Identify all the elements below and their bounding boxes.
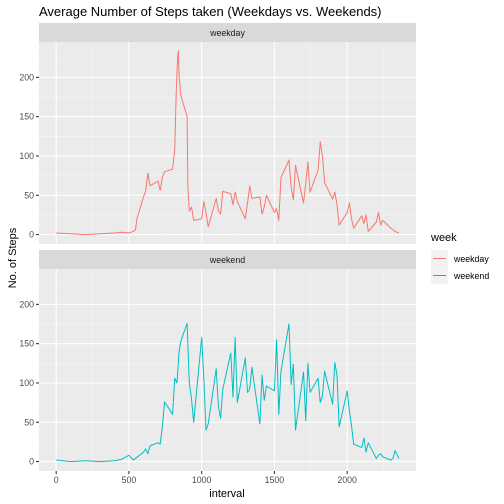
facet-weekend: weekend 0 50 100 150 200 bbox=[19, 250, 416, 471]
series-line-weekend bbox=[56, 322, 400, 463]
y-tick-label: 150 bbox=[19, 112, 34, 122]
x-axis-ticks: 0 500 1000 1500 2000 bbox=[54, 471, 357, 485]
x-axis-title: interval bbox=[209, 488, 244, 500]
legend-title: week bbox=[430, 232, 457, 244]
y-tick-label: 0 bbox=[29, 230, 34, 240]
legend: week weekday weekend bbox=[430, 232, 489, 284]
x-tick-label: 2000 bbox=[337, 475, 357, 485]
y-tick-label: 200 bbox=[19, 72, 34, 82]
facet-strip bbox=[39, 23, 416, 42]
y-tick-label: 100 bbox=[19, 378, 34, 388]
y-tick-label: 0 bbox=[29, 457, 34, 467]
facet-weekday: weekday 0 50 100 150 200 bbox=[19, 23, 416, 244]
x-tick-label: 1000 bbox=[192, 475, 212, 485]
y-tick-label: 100 bbox=[19, 151, 34, 161]
facet-strip-label: weekday bbox=[209, 28, 245, 38]
legend-label-weekend: weekend bbox=[453, 271, 489, 281]
x-tick-label: 500 bbox=[122, 475, 137, 485]
facet-panels: weekday 0 50 100 150 200 weekend 0 50 100 150 200 bbox=[19, 23, 416, 471]
facet-strip-label: weekend bbox=[209, 255, 245, 265]
facet-strip bbox=[39, 250, 416, 269]
y-axis-title: No. of Steps bbox=[7, 227, 19, 288]
chart-title: Average Number of Steps taken (Weekdays … bbox=[39, 4, 382, 19]
y-tick-label: 50 bbox=[24, 190, 34, 200]
x-tick-label: 0 bbox=[54, 475, 59, 485]
y-tick-label: 200 bbox=[19, 299, 34, 309]
series-line-weekday bbox=[56, 50, 400, 236]
legend-label-weekday: weekday bbox=[453, 254, 489, 264]
y-tick-label: 50 bbox=[24, 417, 34, 427]
y-tick-label: 150 bbox=[19, 339, 34, 349]
panel-background bbox=[39, 42, 416, 244]
x-tick-label: 1500 bbox=[265, 475, 285, 485]
